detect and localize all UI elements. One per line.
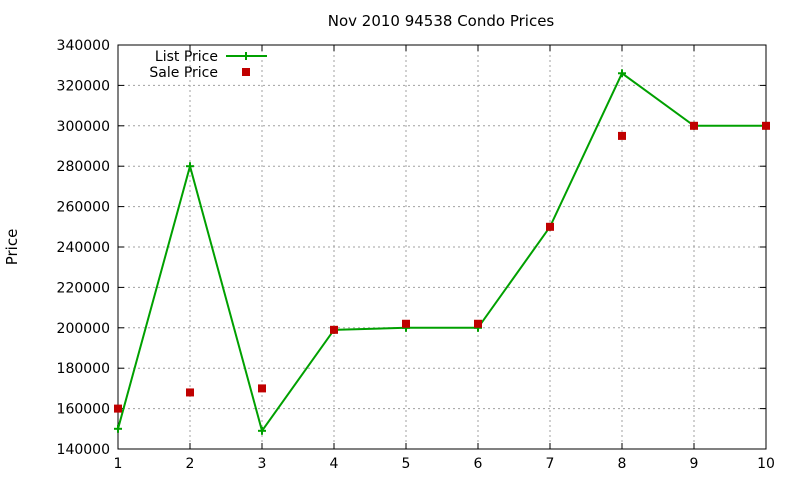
y-tick-label: 260000 — [57, 200, 110, 216]
x-tick-label: 1 — [114, 456, 123, 472]
data-point-sale-price — [762, 121, 770, 130]
y-tick-label: 240000 — [57, 240, 110, 256]
x-tick-label: 9 — [690, 456, 699, 472]
y-tick-label: 320000 — [57, 78, 110, 94]
legend-label: Sale Price — [149, 65, 218, 81]
y-tick-label: 180000 — [57, 361, 110, 377]
data-point-list-price — [186, 162, 194, 171]
grid-layer — [118, 45, 766, 449]
chart-title: Nov 2010 94538 Condo Prices — [328, 12, 555, 30]
x-tick-label: 4 — [330, 456, 339, 472]
data-point-sale-price — [114, 404, 122, 413]
legend-label: List Price — [155, 49, 218, 65]
y-tick-label: 300000 — [57, 119, 110, 135]
x-tick-label: 5 — [402, 456, 411, 472]
data-point-list-price — [114, 424, 122, 433]
y-tick-label: 220000 — [57, 280, 110, 296]
legend-marker-plus — [242, 52, 250, 60]
y-axis-label: Price — [3, 229, 21, 266]
axis-layer: 1 2 3 4 5 6 7 8 9 10 140000 160000 180000 200000 22000… — [57, 38, 775, 472]
data-point-list-price — [618, 69, 626, 78]
x-tick-label: 10 — [757, 456, 775, 472]
x-tick-label: 2 — [186, 456, 195, 472]
x-tick-label: 8 — [618, 456, 627, 472]
y-tick-label: 160000 — [57, 402, 110, 418]
x-tick-label: 6 — [474, 456, 483, 472]
y-tick-label: 340000 — [57, 38, 110, 54]
series-layer — [114, 69, 770, 435]
data-point-sale-price — [474, 319, 482, 328]
y-tick-label: 140000 — [57, 442, 110, 458]
data-point-list-price — [258, 426, 266, 435]
data-point-sale-price — [618, 131, 626, 140]
legend-marker-square — [242, 68, 250, 76]
data-point-sale-price — [546, 222, 554, 231]
series-line-list-price — [117, 71, 766, 434]
data-point-sale-price — [258, 384, 266, 393]
y-tick-label: 280000 — [57, 159, 110, 175]
data-point-sale-price — [402, 319, 410, 328]
data-point-sale-price — [690, 121, 698, 130]
x-tick-label: 3 — [258, 456, 267, 472]
y-tick-label: 200000 — [57, 321, 110, 337]
data-point-sale-price — [186, 388, 194, 397]
x-tick-label: 7 — [546, 456, 555, 472]
data-point-sale-price — [330, 325, 338, 334]
